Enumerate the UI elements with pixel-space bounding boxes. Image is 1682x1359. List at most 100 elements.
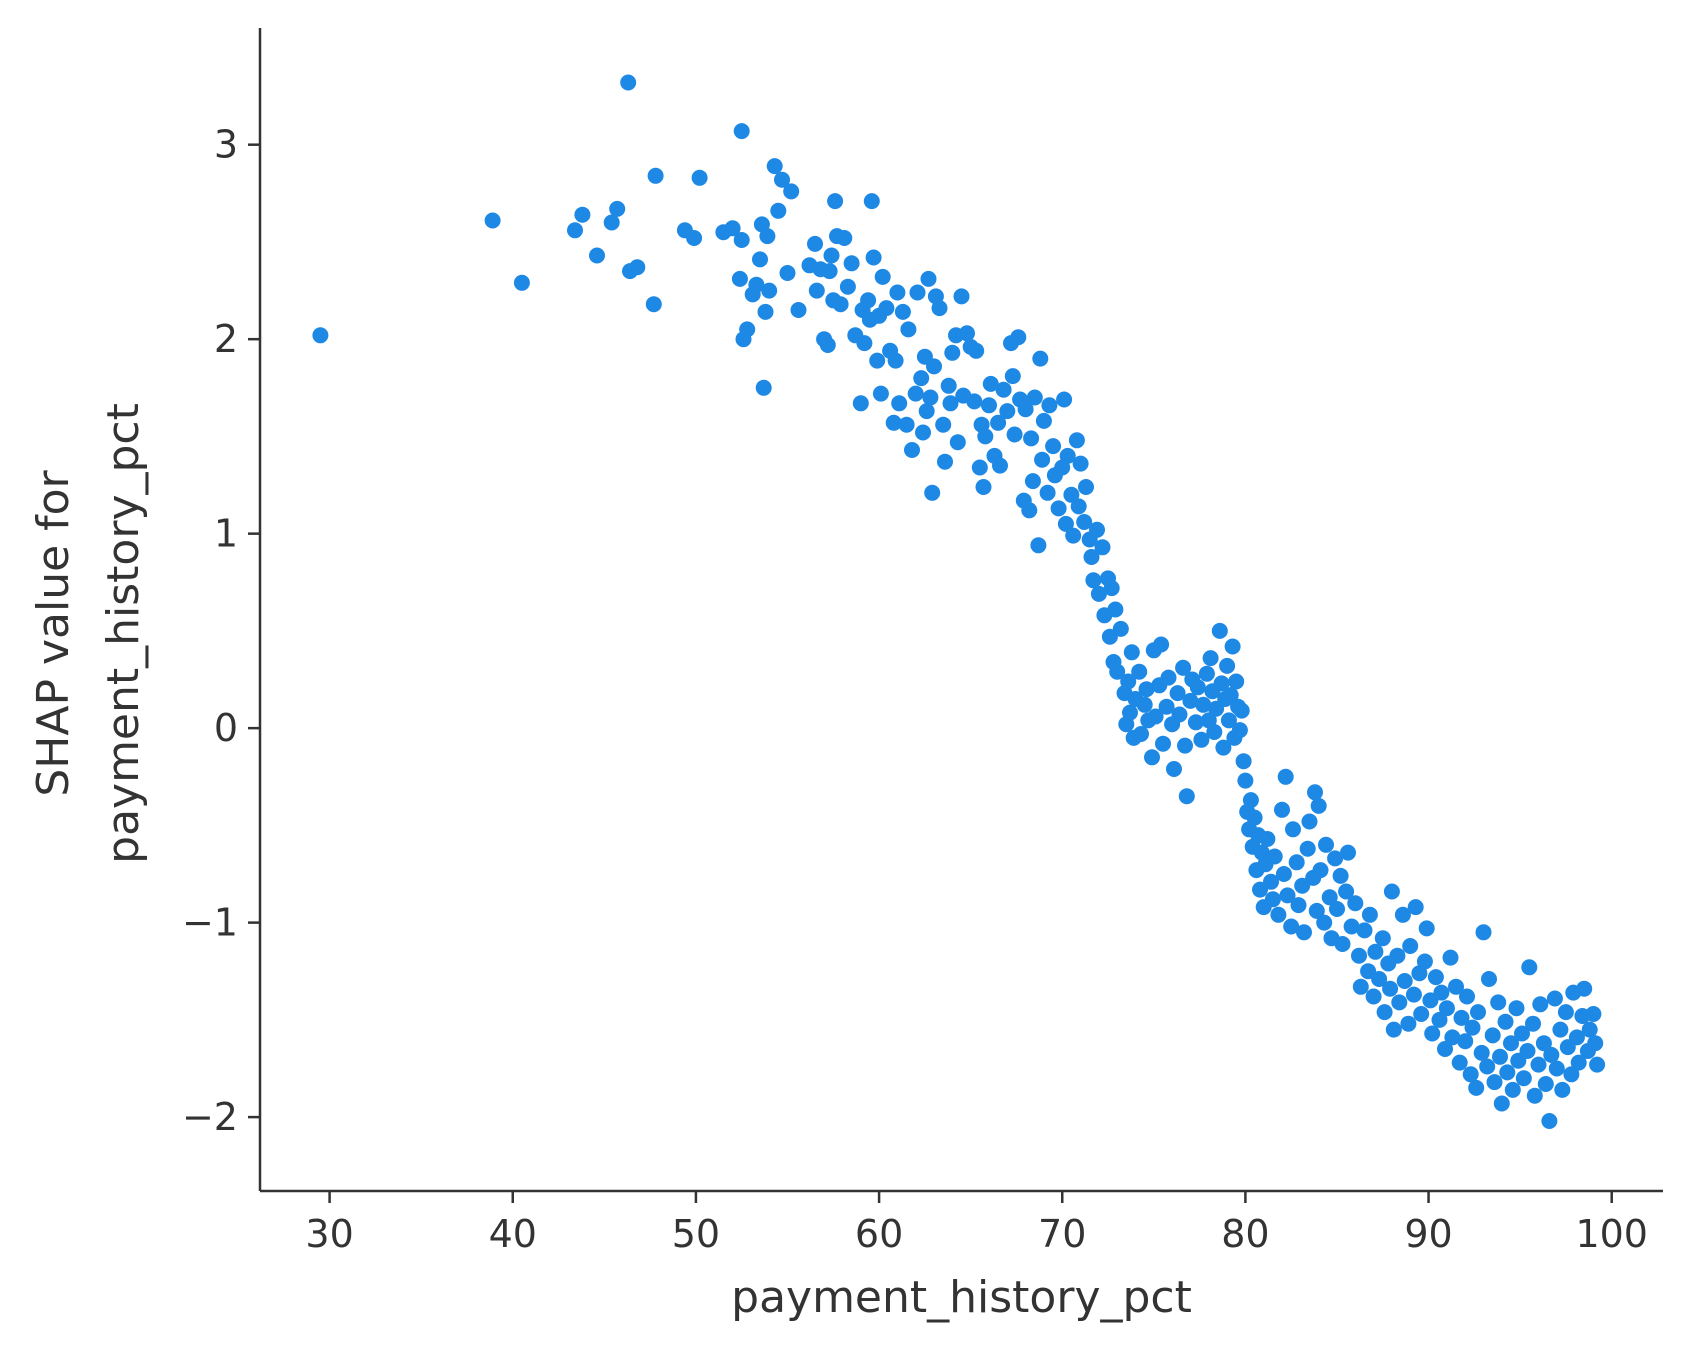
data-point <box>1299 840 1316 857</box>
data-point <box>1290 897 1307 914</box>
data-point <box>863 193 880 210</box>
x-tick-label: 60 <box>855 1212 903 1256</box>
data-point <box>1459 988 1475 1005</box>
data-point <box>926 358 942 375</box>
data-point <box>913 370 930 387</box>
data-point <box>1242 792 1259 809</box>
data-point <box>1177 737 1193 754</box>
data-point <box>1451 1054 1468 1071</box>
data-point <box>1468 1079 1485 1096</box>
data-point <box>1503 1035 1519 1052</box>
data-point <box>1065 527 1082 544</box>
data-point <box>1010 329 1027 346</box>
data-point <box>513 274 530 291</box>
data-point <box>1063 486 1080 503</box>
data-point <box>1332 867 1349 884</box>
data-point <box>1222 687 1239 704</box>
data-point <box>1107 601 1124 618</box>
data-point <box>856 335 873 352</box>
data-point <box>865 249 882 266</box>
data-point <box>1041 397 1058 414</box>
y-tick-label: −1 <box>182 901 238 945</box>
data-point <box>759 228 776 245</box>
data-point <box>757 303 774 320</box>
data-point <box>1433 984 1450 1001</box>
data-point <box>1416 953 1433 970</box>
data-point <box>891 395 908 412</box>
data-point <box>1365 988 1382 1005</box>
data-point <box>918 403 935 420</box>
data-point <box>1017 401 1034 418</box>
data-point <box>1270 906 1287 923</box>
data-point <box>647 167 664 184</box>
y-tick-label: 1 <box>214 512 238 556</box>
data-point <box>1402 938 1419 954</box>
data-point <box>1233 702 1250 719</box>
data-point <box>739 321 756 338</box>
data-point <box>981 397 997 414</box>
data-point <box>1541 1113 1558 1129</box>
data-point <box>1131 663 1148 680</box>
data-point <box>1473 1044 1490 1061</box>
data-point <box>1094 539 1111 556</box>
data-point <box>874 268 891 285</box>
data-point <box>935 416 952 433</box>
data-point <box>1444 1029 1461 1046</box>
data-point <box>1457 1033 1474 1050</box>
data-point <box>1182 692 1199 709</box>
data-point <box>609 200 626 217</box>
data-point <box>1374 930 1391 947</box>
data-point <box>484 212 501 229</box>
data-point <box>1307 784 1323 801</box>
data-point <box>1035 412 1052 429</box>
data-point <box>1144 749 1160 766</box>
data-point <box>995 381 1012 398</box>
data-point <box>1481 971 1497 987</box>
data-point <box>808 282 825 299</box>
data-point <box>1006 426 1023 443</box>
data-point <box>823 247 840 264</box>
data-point <box>1486 1074 1503 1091</box>
data-point <box>752 251 768 268</box>
data-point <box>898 416 915 433</box>
data-point <box>832 296 849 313</box>
data-point <box>1391 994 1408 1011</box>
data-point <box>1515 1070 1532 1087</box>
data-point <box>589 247 605 264</box>
data-point <box>1535 1035 1552 1052</box>
data-point <box>1189 679 1206 696</box>
x-tick-label: 40 <box>489 1212 537 1256</box>
data-point <box>733 232 750 248</box>
data-point <box>1059 447 1076 464</box>
data-point <box>770 202 787 219</box>
data-point <box>944 344 961 361</box>
data-point <box>1187 714 1204 731</box>
data-point <box>755 379 772 396</box>
data-point <box>748 276 765 293</box>
data-point <box>1228 673 1245 690</box>
x-tick-label: 50 <box>672 1212 720 1256</box>
data-point <box>1427 969 1444 986</box>
data-point <box>872 385 889 402</box>
data-point <box>922 389 939 406</box>
data-point <box>1166 761 1182 777</box>
data-point <box>1576 980 1593 997</box>
data-point <box>1259 831 1276 847</box>
data-point <box>953 288 970 305</box>
data-point <box>1400 1015 1417 1032</box>
data-point <box>1288 854 1305 871</box>
data-point <box>1340 844 1356 861</box>
data-point <box>1193 731 1210 748</box>
data-point <box>603 214 620 231</box>
data-point <box>1090 585 1107 602</box>
y-tick-label: 0 <box>214 706 238 750</box>
data-point <box>1418 920 1435 937</box>
data-point <box>1367 943 1384 960</box>
data-point <box>1264 891 1281 908</box>
data-point <box>1030 537 1047 554</box>
x-tick-label: 70 <box>1038 1212 1086 1256</box>
data-point <box>1155 735 1171 752</box>
data-point <box>1068 432 1085 449</box>
data-point <box>1312 862 1329 879</box>
data-point <box>1277 768 1294 785</box>
